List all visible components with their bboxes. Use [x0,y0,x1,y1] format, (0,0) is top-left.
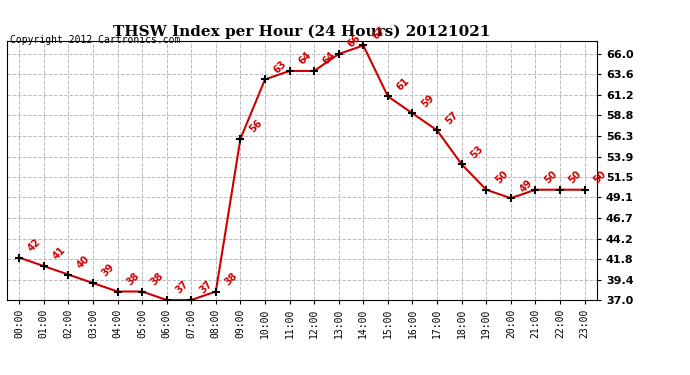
Text: 67: 67 [371,25,387,41]
Text: 50: 50 [493,169,510,186]
Text: 37: 37 [198,279,215,296]
Text: 56: 56 [248,118,264,135]
Text: 38: 38 [124,271,141,287]
Text: 61: 61 [395,76,411,92]
Text: Copyright 2012 Cartronics.com: Copyright 2012 Cartronics.com [10,35,180,45]
Text: 41: 41 [51,245,68,262]
Text: 38: 38 [223,271,239,287]
Text: 49: 49 [518,177,534,194]
Text: 50: 50 [542,169,559,186]
Text: 53: 53 [469,144,485,160]
Text: 66: 66 [346,33,362,50]
Title: THSW Index per Hour (24 Hours) 20121021: THSW Index per Hour (24 Hours) 20121021 [113,24,491,39]
Text: 50: 50 [591,169,608,186]
Text: 57: 57 [444,110,461,126]
Text: 64: 64 [321,50,337,67]
Text: 63: 63 [272,58,288,75]
Text: 59: 59 [420,93,436,109]
Text: 38: 38 [149,271,166,287]
Text: 37: 37 [174,279,190,296]
Text: 50: 50 [567,169,584,186]
Text: 64: 64 [297,50,313,67]
Text: 39: 39 [100,262,117,279]
Text: THSW  (°F): THSW (°F) [518,30,586,40]
Text: 42: 42 [26,237,43,254]
Text: 40: 40 [75,254,92,270]
